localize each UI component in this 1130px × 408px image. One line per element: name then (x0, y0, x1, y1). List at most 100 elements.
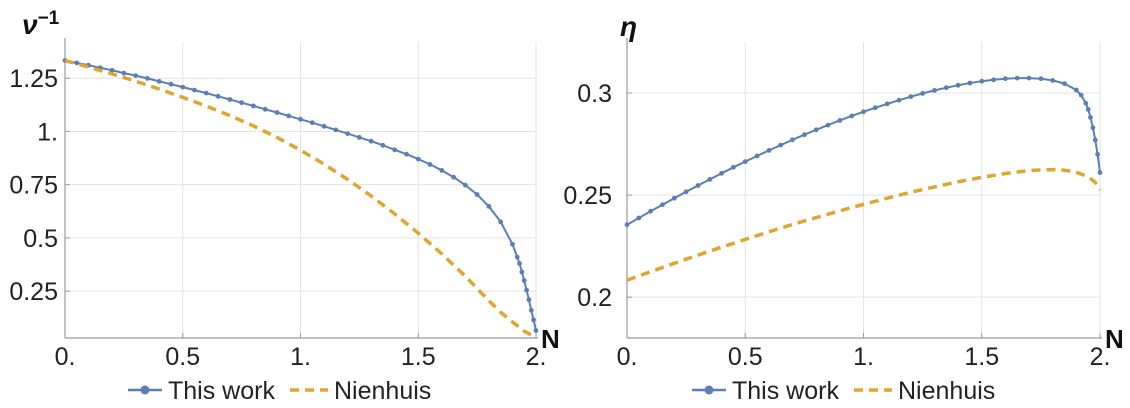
x-tick-label: 2. (526, 343, 547, 371)
data-point-this-work (1026, 75, 1032, 81)
data-point-this-work (168, 81, 174, 87)
data-point-this-work (754, 153, 760, 159)
legend-label-nienhuis: Nienhuis (898, 377, 995, 405)
data-point-this-work (227, 97, 233, 102)
data-point-this-work (145, 76, 150, 81)
data-point-this-work (286, 113, 292, 119)
data-point-this-work (1003, 76, 1008, 82)
data-point-this-work (404, 151, 409, 157)
grid-lines (626, 42, 1101, 338)
data-point-this-work (1090, 125, 1096, 131)
y-tick-label: 0.25 (563, 182, 612, 210)
data-point-this-work (837, 118, 843, 123)
legend: This work Nienhuis (692, 377, 995, 405)
data-point-this-work (533, 328, 539, 333)
data-point-this-work (192, 87, 197, 93)
data-point-this-work (671, 195, 677, 201)
data-point-this-work (514, 254, 520, 260)
x-tick-label: 0.5 (165, 343, 200, 371)
data-point-this-work (357, 135, 362, 140)
data-point-this-work (451, 174, 456, 180)
data-point-this-work (636, 215, 642, 221)
y-axis-title: ν−1 (22, 8, 60, 40)
data-point-this-work (778, 142, 784, 148)
x-tick-label: 0. (55, 343, 76, 371)
data-point-this-work (1038, 76, 1044, 82)
data-point-this-work (1062, 81, 1067, 86)
data-point-this-work (861, 109, 866, 115)
data-point-this-work (896, 97, 902, 103)
data-point-this-work (967, 80, 973, 86)
tick-labels: 0. 0.5 1. 1.5 2. 0.25 0.5 0.75 1. 1.25 (9, 65, 546, 371)
data-point-this-work (298, 116, 303, 122)
data-point-this-work (321, 123, 327, 129)
axes (626, 38, 1102, 339)
y-tick-label: 1. (37, 118, 58, 146)
data-point-this-work (955, 82, 961, 88)
data-point-this-work (526, 297, 532, 303)
x-axis-title: N (541, 324, 560, 354)
legend-marker-this-work (140, 385, 150, 395)
series-group (624, 75, 1103, 282)
data-point-this-work (884, 101, 890, 107)
data-point-this-work (215, 93, 221, 99)
data-point-this-work (251, 103, 256, 109)
data-point-this-work (813, 127, 819, 133)
data-point-this-work (133, 73, 139, 78)
data-point-this-work (74, 60, 80, 66)
data-point-this-work (742, 159, 748, 165)
y-axis-title: η (620, 11, 637, 42)
data-point-this-work (932, 88, 937, 93)
y-tick-label: 0.5 (23, 225, 58, 253)
data-point-this-work (156, 79, 162, 84)
data-point-this-work (624, 222, 630, 228)
tick-labels: 0. 0.5 1. 1.5 2. 0.2 0.25 0.3 (563, 80, 1110, 371)
data-point-this-work (802, 132, 807, 138)
data-point-this-work (109, 67, 115, 73)
y-axis-title-sup: −1 (38, 8, 60, 29)
x-tick-label: 0. (617, 343, 638, 371)
data-point-this-work (683, 189, 689, 195)
x-tick-label: 0.5 (728, 343, 763, 371)
data-point-this-work (908, 94, 914, 100)
data-point-this-work (121, 70, 127, 76)
series-group (62, 58, 539, 339)
data-point-this-work (462, 182, 468, 188)
data-point-this-work (695, 183, 701, 188)
series-line-nienhuis (626, 167, 1102, 282)
y-tick-label: 1.25 (9, 65, 58, 93)
data-point-this-work (648, 208, 653, 214)
x-axis-title: N (1105, 324, 1124, 354)
data-point-this-work (1050, 78, 1056, 83)
data-point-this-work (1088, 115, 1093, 120)
data-point-this-work (1095, 151, 1100, 157)
data-point-this-work (528, 307, 534, 313)
chart-eta: 0. 0.5 1. 1.5 2. 0.2 0.25 0.3 η N This work Nie… (563, 11, 1123, 405)
data-point-this-work (519, 269, 525, 275)
data-point-this-work (333, 127, 339, 133)
data-point-this-work (427, 162, 433, 167)
data-point-this-work (849, 113, 855, 119)
x-tick-label: 1.5 (964, 343, 999, 371)
data-point-this-work (1014, 75, 1020, 81)
data-point-this-work (239, 100, 245, 106)
data-point-this-work (872, 105, 878, 111)
data-point-this-work (979, 78, 985, 84)
data-point-this-work (943, 85, 949, 91)
data-point-this-work (517, 261, 522, 266)
data-point-this-work (1073, 87, 1079, 93)
data-point-this-work (380, 142, 386, 148)
legend-label-this-work: This work (732, 377, 839, 405)
data-point-this-work (309, 120, 315, 126)
data-point-this-work (415, 156, 421, 162)
data-point-this-work (707, 177, 713, 182)
x-tick-label: 2. (1090, 343, 1111, 371)
data-point-this-work (731, 164, 736, 170)
data-point-this-work (660, 202, 665, 208)
data-point-this-work (531, 317, 536, 323)
data-point-this-work (510, 241, 515, 247)
chart-nu-inverse: 0. 0.5 1. 1.5 2. 0.25 0.5 0.75 1. 1.25 ν−1 N This… (9, 8, 559, 405)
data-point-this-work (274, 110, 280, 115)
y-tick-label: 0.75 (9, 172, 58, 200)
data-point-this-work (368, 138, 374, 144)
